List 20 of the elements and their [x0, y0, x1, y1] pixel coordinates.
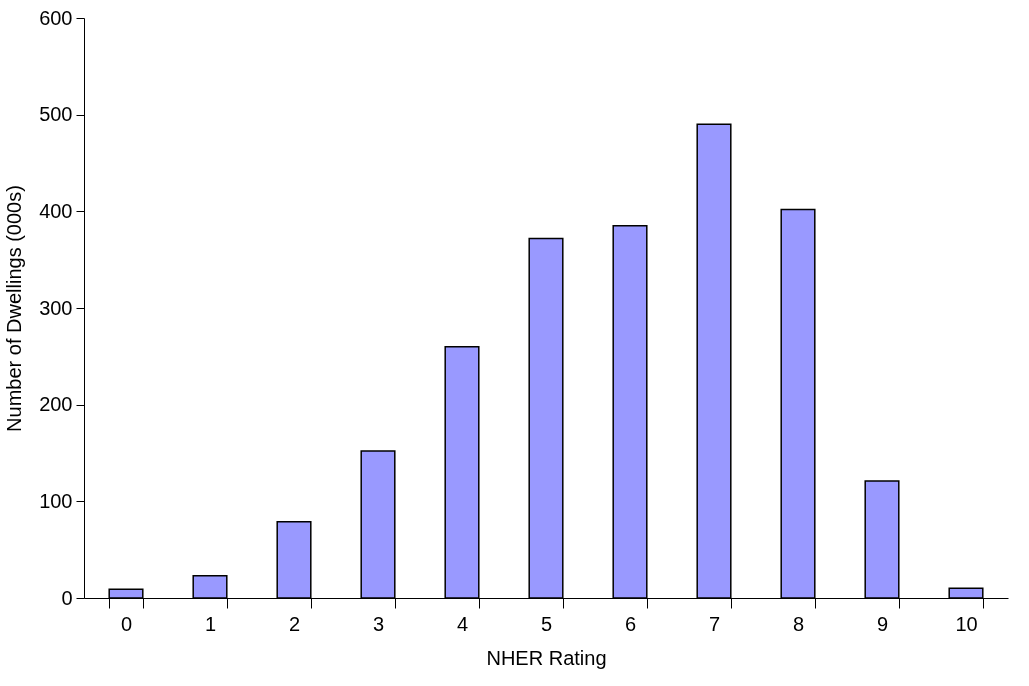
y-tick-label: 500 [39, 103, 73, 126]
x-tick-label: 1 [204, 612, 217, 635]
x-tick-label: 0 [120, 612, 133, 635]
y-tick-label: 0 [61, 586, 73, 609]
x-tick-label: 4 [456, 612, 469, 635]
x-tick-label: 2 [288, 612, 301, 635]
y-tick-label: 600 [39, 6, 73, 29]
x-tick-label: 9 [876, 612, 889, 635]
x-tick-label: 8 [792, 612, 805, 635]
y-tick-label: 400 [39, 199, 73, 222]
y-axis-title: Number of Dwellings (000s) [3, 185, 26, 432]
x-tick-label: 5 [540, 612, 553, 635]
x-tick-label: 7 [708, 612, 721, 635]
x-tick-label: 6 [624, 612, 637, 635]
x-tick-label: 3 [372, 612, 385, 635]
y-tick-label: 200 [39, 393, 73, 416]
x-axis-title: NHER Rating [486, 646, 607, 669]
y-tick-label: 100 [39, 489, 73, 512]
y-tick-label: 300 [39, 296, 73, 319]
x-tick-label: 10 [955, 612, 978, 635]
